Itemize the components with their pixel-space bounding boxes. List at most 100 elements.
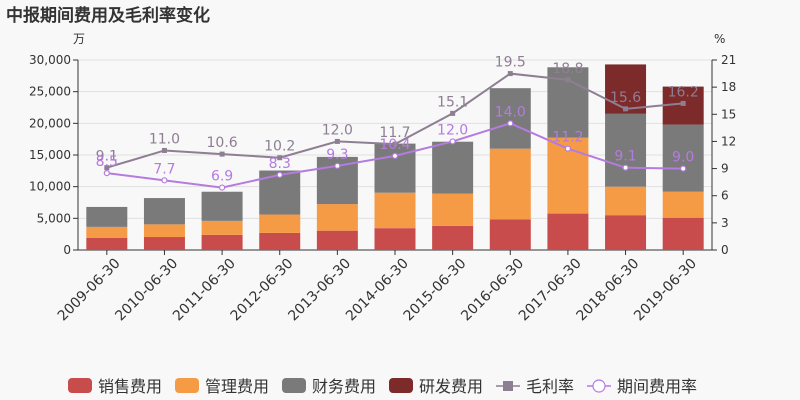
data-label-毛利率: 9.1 <box>96 149 118 165</box>
right-axis-tick-label: 21 <box>721 53 736 67</box>
legend-label-研发费用[interactable]: 研发费用 <box>419 377 483 396</box>
bar-管理费用 <box>374 192 416 229</box>
legend-swatch-marker-毛利率[interactable] <box>503 381 513 391</box>
right-axis-unit: % <box>714 32 725 46</box>
point-期间费用率 <box>449 138 456 145</box>
data-label-期间费用率: 14.0 <box>495 104 526 120</box>
point-毛利率 <box>104 165 110 171</box>
bar-销售费用 <box>605 215 647 250</box>
left-axis-tick-label: 5,000 <box>37 211 71 225</box>
data-label-期间费用率: 9.1 <box>614 149 636 165</box>
data-label-毛利率: 15.1 <box>437 94 468 110</box>
left-axis-tick-label: 20,000 <box>29 116 71 130</box>
data-label-毛利率: 19.5 <box>495 55 526 71</box>
legend-label-期间费用率[interactable]: 期间费用率 <box>617 377 697 396</box>
data-label-期间费用率: 6.9 <box>211 169 233 185</box>
point-期间费用率 <box>276 171 283 179</box>
data-label-期间费用率: 12.0 <box>437 122 468 138</box>
bar-销售费用 <box>662 217 704 250</box>
right-axis-tick-label: 15 <box>721 107 736 121</box>
point-毛利率 <box>219 151 225 157</box>
x-axis-tick-label: 2019-06-30 <box>631 256 700 325</box>
point-毛利率 <box>392 141 398 147</box>
bar-销售费用 <box>432 225 474 250</box>
chart-title: 中报期间费用及毛利率变化 <box>6 5 210 26</box>
bar-管理费用 <box>316 204 358 231</box>
bar-财务费用 <box>86 206 128 227</box>
right-axis-tick-label: 6 <box>721 189 729 203</box>
legend-swatch-管理费用[interactable] <box>175 378 199 393</box>
data-label-毛利率: 12.0 <box>322 122 353 138</box>
data-label-期间费用率: 7.7 <box>153 161 175 177</box>
legend-swatch-研发费用[interactable] <box>389 378 413 393</box>
bar-管理费用 <box>201 220 243 235</box>
data-label-毛利率: 18.8 <box>552 61 583 77</box>
bar-研发费用 <box>605 64 647 114</box>
bar-财务费用 <box>432 141 474 194</box>
right-axis-tick-label: 12 <box>721 134 736 148</box>
legend-swatch-财务费用[interactable] <box>282 378 306 393</box>
data-label-期间费用率: 9.0 <box>672 150 694 166</box>
right-axis-tick-label: 9 <box>721 162 729 176</box>
bar-管理费用 <box>605 186 647 216</box>
bar-财务费用 <box>605 113 647 187</box>
bar-销售费用 <box>143 237 185 250</box>
right-axis-tick-label: 3 <box>721 216 729 230</box>
point-毛利率 <box>450 110 456 116</box>
bar-管理费用 <box>143 224 185 238</box>
bar-销售费用 <box>259 232 301 250</box>
bar-管理费用 <box>662 191 704 218</box>
left-axis-tick-label: 15,000 <box>29 148 71 162</box>
legend-label-销售费用[interactable]: 销售费用 <box>98 377 162 396</box>
bar-管理费用 <box>489 148 531 220</box>
legend-label-管理费用[interactable]: 管理费用 <box>205 377 269 396</box>
point-毛利率 <box>565 77 571 83</box>
line-series: 9.1 11.0 10.6 10.2 12.0 11.7 15.1 19.5 18.8 15.6 1… <box>96 55 699 191</box>
data-label-毛利率: 11.7 <box>379 125 410 141</box>
bar-销售费用 <box>201 234 243 250</box>
bar-管理费用 <box>86 226 128 238</box>
legend[interactable]: 销售费用 管理费用 财务费用 研发费用 毛利率 期间费用率 <box>68 377 697 396</box>
bar-销售费用 <box>374 228 416 250</box>
data-label-期间费用率: 8.3 <box>269 156 291 172</box>
data-label-期间费用率: 10.4 <box>379 137 410 153</box>
bar-管理费用 <box>259 214 301 233</box>
legend-label-财务费用[interactable]: 财务费用 <box>312 377 376 396</box>
bar-财务费用 <box>662 124 704 192</box>
bar-销售费用 <box>316 230 358 250</box>
point-期间费用率 <box>622 164 629 171</box>
bar-series <box>86 64 704 250</box>
bar-销售费用 <box>86 237 128 250</box>
data-label-毛利率: 16.2 <box>668 84 699 100</box>
data-label-期间费用率: 9.3 <box>326 147 348 163</box>
point-期间费用率 <box>391 152 399 160</box>
data-label-毛利率: 10.6 <box>207 135 238 151</box>
point-期间费用率 <box>680 165 687 172</box>
point-毛利率 <box>680 100 686 106</box>
point-期间费用率 <box>564 145 572 152</box>
left-axis-tick-label: 25,000 <box>29 85 71 99</box>
bar-财务费用 <box>489 88 531 149</box>
point-期间费用率 <box>218 184 226 191</box>
bar-销售费用 <box>547 213 589 250</box>
data-label-毛利率: 11.0 <box>149 131 180 147</box>
point-毛利率 <box>334 138 340 144</box>
point-毛利率 <box>507 71 513 77</box>
point-期间费用率 <box>334 162 341 169</box>
point-期间费用率 <box>161 177 168 184</box>
point-期间费用率 <box>103 169 110 177</box>
point-期间费用率 <box>507 120 514 127</box>
right-axis-tick-label: 18 <box>721 80 736 94</box>
bar-销售费用 <box>489 219 531 250</box>
point-毛利率 <box>623 106 629 112</box>
left-axis-tick-label: 30,000 <box>29 53 71 67</box>
data-label-期间费用率: 11.2 <box>552 130 583 146</box>
legend-swatch-marker-期间费用率[interactable] <box>592 379 606 393</box>
legend-label-毛利率[interactable]: 毛利率 <box>526 377 574 396</box>
legend-swatch-销售费用[interactable] <box>68 378 92 393</box>
left-axis-tick-label: 10,000 <box>29 180 71 194</box>
data-label-期间费用率: 8.5 <box>96 154 118 170</box>
bar-管理费用 <box>432 193 474 226</box>
bar-财务费用 <box>143 198 185 225</box>
